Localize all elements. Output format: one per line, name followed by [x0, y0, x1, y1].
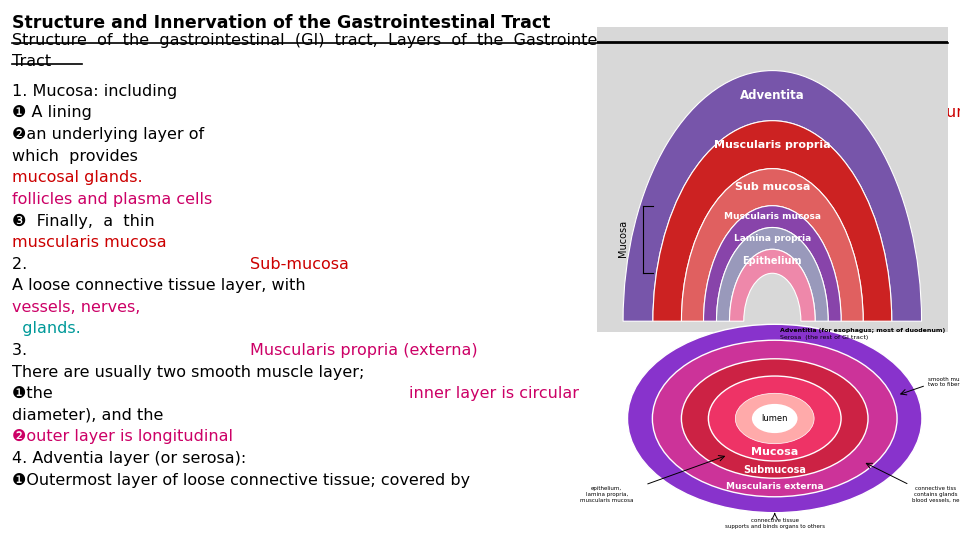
Text: mucosal glands.: mucosal glands.: [12, 170, 142, 185]
Circle shape: [682, 359, 868, 478]
Text: inner layer is circular: inner layer is circular: [409, 386, 579, 401]
Text: Lamina propria: Lamina propria: [733, 234, 811, 243]
Wedge shape: [716, 227, 828, 321]
Text: Adventita: Adventita: [740, 89, 804, 102]
Text: Sub-mucosa: Sub-mucosa: [250, 256, 348, 272]
Text: 2.: 2.: [12, 256, 32, 272]
Text: Muscularis propria: Muscularis propria: [714, 140, 830, 150]
Text: ❷outer layer is longitudinal: ❷outer layer is longitudinal: [12, 429, 232, 444]
Text: muscularis mucosa: muscularis mucosa: [12, 235, 166, 250]
Text: Tract: Tract: [12, 54, 51, 69]
Wedge shape: [730, 249, 815, 321]
Text: follicles and plasma cells: follicles and plasma cells: [12, 192, 212, 207]
Text: glands.: glands.: [12, 321, 81, 336]
Text: A loose connective tissue layer, with: A loose connective tissue layer, with: [12, 278, 310, 293]
Text: Sub mucosa: Sub mucosa: [734, 182, 810, 192]
Text: Muscularis externa: Muscularis externa: [726, 482, 824, 491]
Text: 1. Mucosa: including: 1. Mucosa: including: [12, 84, 177, 99]
Text: ❸  Finally,  a  thin: ❸ Finally, a thin: [12, 213, 164, 228]
Text: smooth mus
two to fiber lay: smooth mus two to fiber lay: [928, 376, 960, 387]
Text: Serosa  (the rest of GI tract): Serosa (the rest of GI tract): [780, 335, 868, 340]
Text: epithelium,
lamina propria,
muscularis mucosa: epithelium, lamina propria, muscularis m…: [580, 487, 634, 503]
Text: connective tissue
supports and binds organs to others: connective tissue supports and binds org…: [725, 518, 825, 529]
Text: Epithelium: Epithelium: [743, 256, 802, 266]
Circle shape: [628, 325, 922, 512]
Wedge shape: [682, 168, 863, 321]
Text: Mucosa: Mucosa: [751, 447, 799, 457]
Text: ❶ A lining: ❶ A lining: [12, 105, 97, 120]
Circle shape: [752, 404, 798, 433]
Text: Muscularis propria (externa): Muscularis propria (externa): [250, 343, 478, 358]
Text: 4. Adventia layer (or serosa):: 4. Adventia layer (or serosa):: [12, 451, 246, 466]
Text: diameter), and the: diameter), and the: [12, 408, 163, 423]
Text: 3.: 3.: [12, 343, 32, 358]
Circle shape: [735, 393, 814, 444]
Wedge shape: [623, 71, 922, 321]
Text: Structure  of  the  gastrointestinal  (GI)  tract,  Layers  of  the  Gastrointes: Structure of the gastrointestinal (GI) t…: [12, 33, 640, 49]
Text: Adventitia (for esophagus; most of duodenum): Adventitia (for esophagus; most of duode…: [780, 328, 946, 333]
Circle shape: [653, 340, 897, 497]
Wedge shape: [653, 121, 892, 321]
Text: lumen: lumen: [761, 414, 788, 423]
Text: Muscularis mucosa: Muscularis mucosa: [724, 212, 821, 221]
Wedge shape: [704, 206, 841, 321]
Text: which  provides: which provides: [12, 148, 148, 164]
Text: ❷an underlying layer of: ❷an underlying layer of: [12, 127, 208, 142]
Text: Submucosa: Submucosa: [743, 464, 806, 475]
Circle shape: [708, 376, 841, 461]
Text: ❶Outermost layer of loose connective tissue; covered by: ❶Outermost layer of loose connective tis…: [12, 472, 469, 488]
Text: There are usually two smooth muscle layer;: There are usually two smooth muscle laye…: [12, 364, 364, 380]
Text: ❶the: ❶the: [12, 386, 58, 401]
Text: connective tiss
contains glands
blood vessels, ne: connective tiss contains glands blood ve…: [912, 487, 959, 503]
Text: epithelium: epithelium: [886, 105, 960, 120]
Text: Structure and Innervation of the Gastrointestinal Tract: Structure and Innervation of the Gastroi…: [12, 14, 550, 31]
Text: vessels, nerves,: vessels, nerves,: [12, 300, 140, 315]
Text: Mucosa: Mucosa: [618, 220, 628, 257]
